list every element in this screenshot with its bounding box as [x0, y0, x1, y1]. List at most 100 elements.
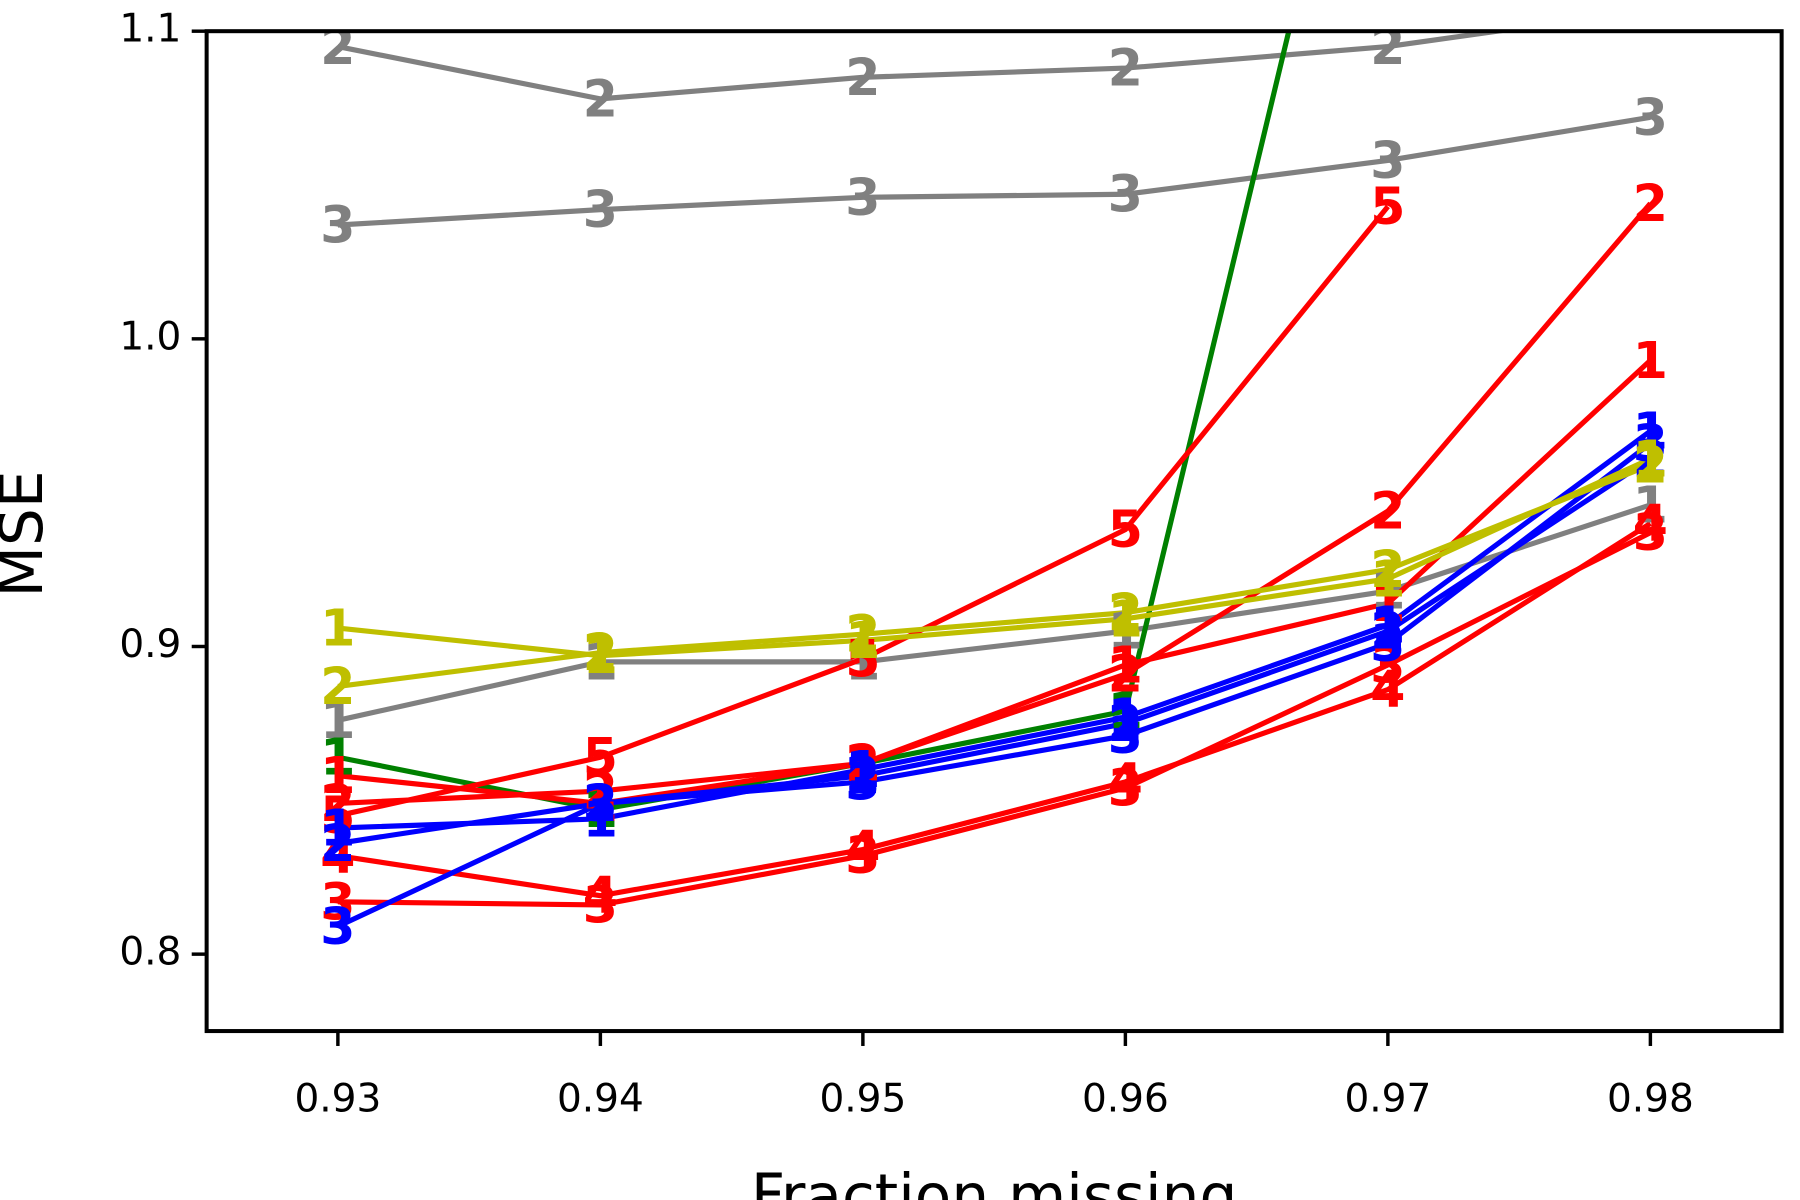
point-marker: 2 — [1370, 17, 1405, 76]
point-marker: 3 — [1633, 414, 1668, 473]
point-marker: 3 — [583, 180, 618, 239]
y-tick-label: 1.1 — [119, 7, 181, 52]
x-tick-label: 0.93 — [294, 1076, 381, 1121]
point-marker: 2 — [1108, 694, 1143, 753]
point-marker: 3 — [1370, 614, 1405, 673]
x-tick-label: 0.94 — [557, 1076, 644, 1121]
point-marker: 1 — [845, 734, 880, 793]
point-marker: 1 — [1633, 331, 1668, 390]
point-marker: 3 — [1108, 165, 1143, 224]
point-marker: 1 — [1108, 589, 1143, 648]
point-marker: 4 — [583, 866, 618, 925]
point-marker: 5 — [583, 728, 618, 787]
point-marker: 3 — [320, 897, 355, 956]
point-marker: 1 — [1633, 402, 1668, 461]
point-marker: 2 — [1633, 0, 1668, 39]
x-tick-label: 0.95 — [819, 1076, 906, 1121]
series-line — [337, 204, 1390, 819]
point-marker: 2 — [1633, 174, 1668, 233]
point-marker: 5 — [320, 786, 355, 845]
point-marker: 1 — [1370, 595, 1405, 654]
point-marker: 1 — [1108, 602, 1143, 661]
point-marker: 1 — [1108, 682, 1143, 741]
point-marker: 1 — [583, 780, 618, 839]
series-line — [337, 462, 1652, 690]
point-marker: 1 — [583, 774, 618, 833]
point-marker: 1 — [583, 632, 618, 691]
point-marker: 2 — [1633, 429, 1668, 488]
y-tick-label: 0.8 — [119, 930, 181, 975]
point-marker: 1 — [320, 599, 355, 658]
point-marker: 5 — [1370, 177, 1405, 236]
point-marker: 2 — [845, 746, 880, 805]
series-line — [337, 358, 1653, 806]
point-marker: 2 — [1633, 435, 1668, 494]
point-marker: 2 — [583, 623, 618, 682]
point-marker: 5 — [845, 629, 880, 688]
series-line — [337, 201, 1653, 806]
point-marker: 5 — [1108, 500, 1143, 559]
point-marker: 1 — [320, 746, 355, 805]
point-marker: 2 — [845, 734, 880, 793]
point-marker: 2 — [583, 69, 618, 128]
series-line — [337, 31, 1516, 102]
point-marker: 3 — [320, 196, 355, 255]
point-marker: 1 — [1108, 635, 1143, 694]
series-line — [336, 441, 1652, 929]
point-marker: 3 — [583, 774, 618, 833]
point-marker: 2 — [1370, 540, 1405, 599]
point-marker: 2 — [1370, 602, 1405, 661]
point-marker: 4 — [1108, 752, 1143, 811]
point-marker: 4 — [845, 820, 880, 879]
point-marker: 2 — [320, 814, 355, 873]
point-marker: 1 — [1370, 562, 1405, 621]
x-axis-label: Fraction missing — [751, 1162, 1237, 1200]
x-tick-label: 0.97 — [1344, 1076, 1431, 1121]
point-marker: 1 — [583, 626, 618, 685]
point-marker: 1 — [845, 740, 880, 799]
point-marker: 3 — [1370, 635, 1405, 694]
point-marker: 3 — [845, 826, 880, 885]
point-marker: 4 — [1370, 660, 1405, 719]
point-marker: 1 — [320, 799, 355, 858]
point-marker: 4 — [320, 826, 355, 885]
point-marker: 3 — [1108, 706, 1143, 765]
point-marker: 1 — [320, 728, 355, 787]
point-marker: 2 — [845, 605, 880, 664]
point-marker: 3 — [845, 168, 880, 227]
point-marker: 3 — [1108, 759, 1143, 818]
series-line — [337, 502, 1652, 723]
point-marker: 1 — [583, 789, 618, 848]
x-tick-label: 0.96 — [1082, 1076, 1169, 1121]
point-marker: 2 — [1370, 482, 1405, 541]
point-marker: 3 — [1633, 88, 1668, 147]
point-marker: 3 — [583, 875, 618, 934]
point-marker: 2 — [320, 17, 355, 76]
series-line — [337, 530, 1652, 908]
point-marker: 4 — [1633, 494, 1668, 553]
axes-frame — [204, 29, 1784, 1034]
series-line — [337, 114, 1651, 228]
point-marker: 1 — [845, 632, 880, 691]
point-marker: 2 — [845, 48, 880, 107]
point-marker: 2 — [320, 657, 355, 716]
point-marker: 3 — [1370, 131, 1405, 190]
series-line — [337, 429, 1652, 831]
point-marker: 1 — [1633, 475, 1668, 534]
point-marker: 1 — [320, 691, 355, 750]
series-line — [337, 521, 1652, 899]
point-marker: 1 — [845, 734, 880, 793]
point-marker: 1 — [1633, 429, 1668, 488]
point-marker: 2 — [1108, 39, 1143, 98]
y-tick-label: 1.0 — [119, 314, 181, 359]
point-marker: 1 — [1108, 688, 1143, 747]
x-tick-label: 0.98 — [1607, 1076, 1694, 1121]
point-marker: 2 — [583, 762, 618, 821]
plot-area: 2222223333331111111111155555222222111111… — [320, 0, 1668, 956]
point-marker: 2 — [1108, 645, 1143, 704]
point-marker: 2 — [1108, 583, 1143, 642]
series-line — [337, 456, 1652, 846]
point-marker: 2 — [320, 774, 355, 833]
point-marker: 1 — [1370, 574, 1405, 633]
